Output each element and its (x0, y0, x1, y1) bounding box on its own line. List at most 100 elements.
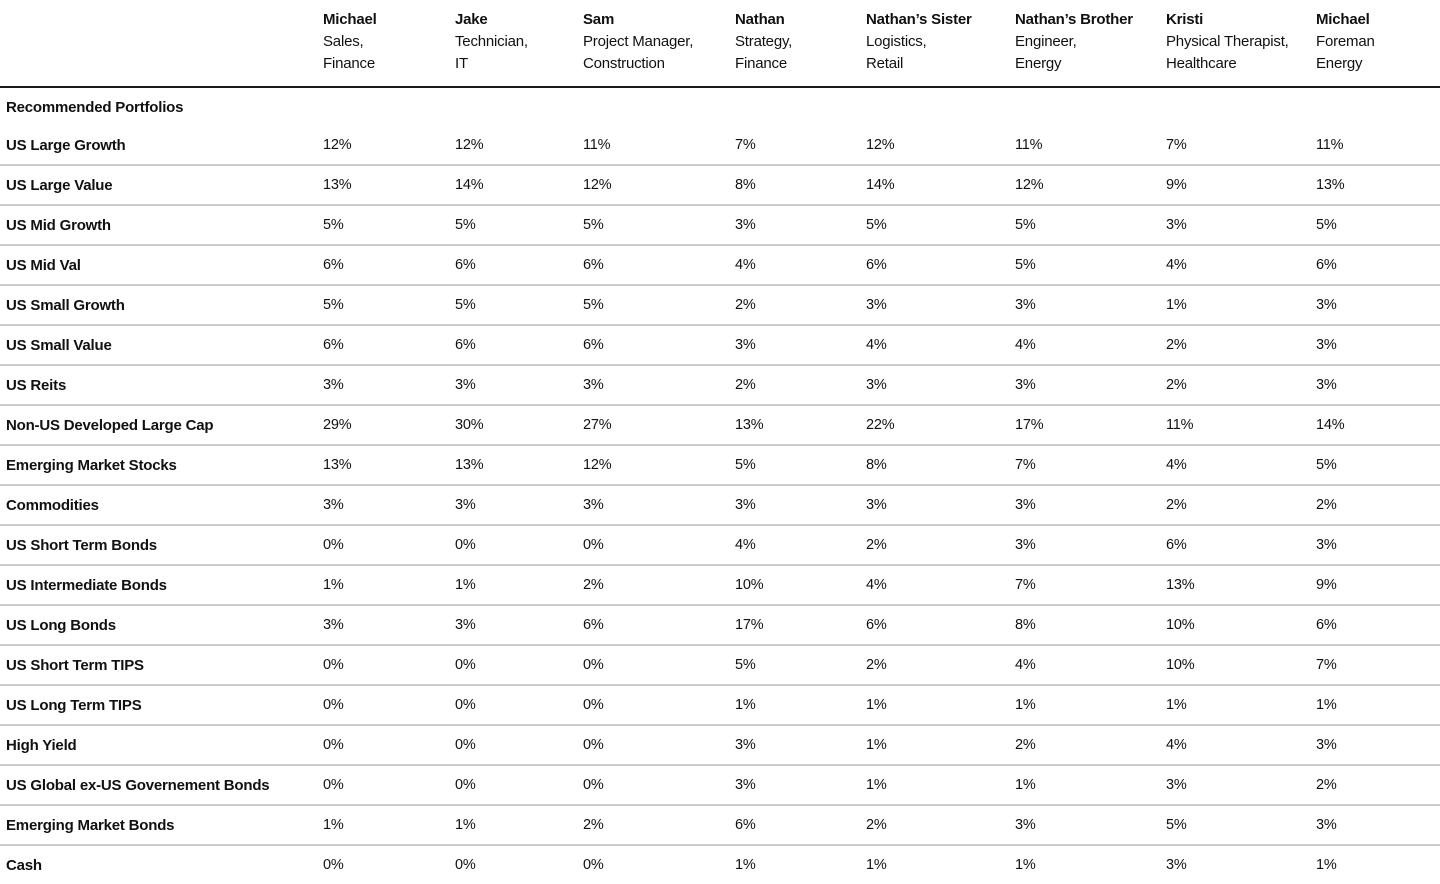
column-header-nathans-brother: Nathan’s Brother Engineer, Energy (1015, 0, 1166, 87)
cell-value: 6% (866, 245, 1015, 286)
person-name: Nathan’s Sister (866, 11, 972, 28)
row-label: US Long Term TIPS (0, 685, 323, 726)
cell-value: 5% (1015, 205, 1166, 246)
table-row: US Intermediate Bonds 1% 1% 2% 10% 4% 7% 13% 9% (0, 565, 1440, 606)
table-header: Michael Sales, Finance Jake Technician, … (0, 0, 1440, 87)
cell-value: 1% (866, 765, 1015, 806)
cell-value: 0% (583, 525, 735, 566)
cell-value: 1% (1316, 845, 1440, 884)
cell-value: 7% (1166, 126, 1316, 166)
table-row: Cash 0% 0% 0% 1% 1% 1% 3% 1% (0, 845, 1440, 884)
person-role-line2: Energy (1015, 55, 1062, 72)
cell-value: 2% (735, 365, 866, 406)
cell-value: 3% (866, 285, 1015, 326)
cell-value: 3% (583, 365, 735, 406)
table-row: US Mid Growth 5% 5% 5% 3% 5% 5% 3% 5% (0, 205, 1440, 246)
cell-value: 3% (735, 325, 866, 366)
cell-value: 3% (1316, 325, 1440, 366)
cell-value: 11% (1316, 126, 1440, 166)
cell-value: 3% (323, 605, 455, 646)
cell-value: 3% (1015, 285, 1166, 326)
cell-value: 3% (1316, 805, 1440, 846)
cell-value: 29% (323, 405, 455, 446)
cell-value: 3% (735, 205, 866, 246)
cell-value: 5% (866, 205, 1015, 246)
cell-value: 5% (323, 205, 455, 246)
table-row: Commodities 3% 3% 3% 3% 3% 3% 2% 2% (0, 485, 1440, 526)
table-row: US Large Growth 12% 12% 11% 7% 12% 11% 7% 11% (0, 126, 1440, 166)
section-title: Recommended Portfolios (6, 98, 184, 116)
cell-value: 3% (455, 485, 583, 526)
cell-value: 12% (1015, 165, 1166, 206)
table-row: US Small Growth 5% 5% 5% 2% 3% 3% 1% 3% (0, 285, 1440, 326)
cell-value: 4% (735, 245, 866, 286)
row-label: Emerging Market Stocks (0, 445, 323, 486)
table-body: Recommended Portfolios US Large Growth 12%… (0, 87, 1440, 884)
cell-value: 10% (1166, 645, 1316, 686)
cell-value: 3% (866, 365, 1015, 406)
cell-value: 6% (583, 245, 735, 286)
person-role-line2: Retail (866, 55, 904, 72)
cell-value: 11% (1166, 405, 1316, 446)
cell-value: 6% (455, 245, 583, 286)
table-row: Non-US Developed Large Cap 29% 30% 27% 13% 22… (0, 405, 1440, 446)
row-label: Cash (0, 845, 323, 884)
cell-value: 0% (455, 725, 583, 766)
cell-value: 3% (1015, 805, 1166, 846)
cell-value: 6% (583, 605, 735, 646)
cell-value: 0% (583, 645, 735, 686)
cell-value: 1% (1015, 765, 1166, 806)
cell-value: 9% (1166, 165, 1316, 206)
row-label: US Global ex-US Governement Bonds (0, 765, 323, 806)
cell-value: 3% (1316, 285, 1440, 326)
cell-value: 1% (1316, 685, 1440, 726)
cell-value: 7% (1015, 565, 1166, 606)
cell-value: 3% (455, 365, 583, 406)
cell-value: 0% (583, 765, 735, 806)
cell-value: 0% (455, 845, 583, 884)
column-header-michael-2: Michael Foreman Energy (1316, 0, 1440, 87)
cell-value: 4% (1166, 245, 1316, 286)
cell-value: 3% (735, 485, 866, 526)
cell-value: 4% (866, 325, 1015, 366)
cell-value: 0% (323, 525, 455, 566)
row-label: Emerging Market Bonds (0, 805, 323, 846)
person-role-line2: Healthcare (1166, 55, 1237, 72)
table-row: US Short Term TIPS 0% 0% 0% 5% 2% 4% 10% 7% (0, 645, 1440, 686)
cell-value: 8% (866, 445, 1015, 486)
person-role-line2: Finance (323, 55, 375, 72)
cell-value: 2% (866, 645, 1015, 686)
table-row: High Yield 0% 0% 0% 3% 1% 2% 4% 3% (0, 725, 1440, 766)
cell-value: 5% (735, 645, 866, 686)
cell-value: 3% (1316, 365, 1440, 406)
column-header-sam: Sam Project Manager, Construction (583, 0, 735, 87)
cell-value: 5% (1316, 205, 1440, 246)
cell-value: 0% (583, 725, 735, 766)
person-role-line1: Foreman (1316, 33, 1375, 50)
person-role-line2: Finance (735, 55, 787, 72)
cell-value: 1% (323, 565, 455, 606)
cell-value: 2% (583, 565, 735, 606)
table-row: US Mid Val 6% 6% 6% 4% 6% 5% 4% 6% (0, 245, 1440, 286)
cell-value: 12% (583, 165, 735, 206)
column-header-michael-1: Michael Sales, Finance (323, 0, 455, 87)
column-header-kristi: Kristi Physical Therapist, Healthcare (1166, 0, 1316, 87)
person-role-line1: Project Manager, (583, 33, 694, 50)
cell-value: 17% (735, 605, 866, 646)
cell-value: 1% (455, 565, 583, 606)
cell-value: 9% (1316, 565, 1440, 606)
cell-value: 2% (1316, 765, 1440, 806)
cell-value: 13% (1166, 565, 1316, 606)
row-label: US Reits (0, 365, 323, 406)
cell-value: 0% (323, 685, 455, 726)
cell-value: 14% (1316, 405, 1440, 446)
cell-value: 11% (1015, 126, 1166, 166)
person-name: Kristi (1166, 11, 1204, 28)
person-role-line1: Strategy, (735, 33, 793, 50)
cell-value: 6% (866, 605, 1015, 646)
cell-value: 13% (323, 445, 455, 486)
row-label: US Small Value (0, 325, 323, 366)
cell-value: 1% (1166, 285, 1316, 326)
cell-value: 10% (735, 565, 866, 606)
